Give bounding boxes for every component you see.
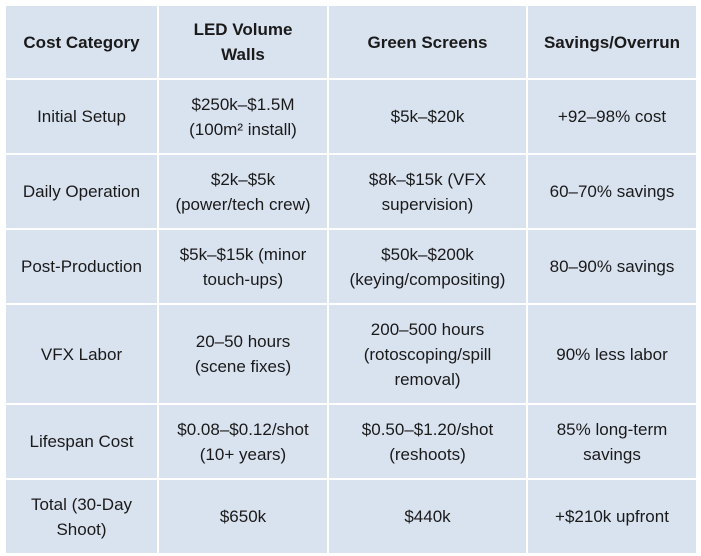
savings-cell: 80–90% savings	[526, 228, 698, 305]
savings-cell: 90% less labor	[526, 303, 698, 405]
cell-text-line: +92–98% cost	[557, 107, 667, 126]
cell-text-line: 200–500 hours	[370, 319, 485, 339]
table-row: Lifespan Cost $0.08–$0.12/shot (10+ years…	[4, 403, 698, 480]
led-cost-cell: $2k–$5k (power/tech crew)	[157, 153, 329, 230]
cell-text-line: Daily Operation	[22, 182, 141, 201]
category-cell: Lifespan Cost	[4, 403, 159, 480]
green-screen-cost-cell: $8k–$15k (VFX supervision)	[327, 153, 528, 230]
cell-text-line: $8k–$15k (VFX	[368, 169, 487, 189]
green-screen-cost-cell: $5k–$20k	[327, 78, 528, 155]
header-cell: Savings/Overrun	[526, 4, 698, 80]
category-cell: Post-Production	[4, 228, 159, 305]
green-screen-cost-cell: $440k	[327, 478, 528, 555]
cell-text-line: (power/tech crew)	[175, 194, 311, 214]
cell-text-line: 85% long-term	[556, 419, 668, 439]
header-cell: Green Screens	[327, 4, 528, 80]
cell-text-line: Green Screens	[367, 32, 488, 52]
cell-text-line: $2k–$5k	[210, 169, 276, 189]
savings-cell: 60–70% savings	[526, 153, 698, 230]
led-cost-cell: $0.08–$0.12/shot (10+ years)	[157, 403, 329, 480]
cell-text-line: (100m² install)	[189, 119, 297, 139]
cell-text-line: $5k–$15k (minor	[179, 244, 307, 264]
category-cell: Total (30-Day Shoot)	[4, 478, 159, 555]
green-screen-cost-cell: $0.50–$1.20/shot (reshoots)	[327, 403, 528, 480]
cell-text-line: LED Volume	[193, 20, 293, 39]
table-row: Total (30-Day Shoot) $650k $440k +$210k u…	[4, 478, 698, 555]
cell-text-line: (scene fixes)	[194, 357, 292, 376]
green-screen-cost-cell: $50k–$200k (keying/compositing)	[327, 228, 528, 305]
cell-text-line: $650k	[219, 507, 267, 526]
category-cell: VFX Labor	[4, 303, 159, 405]
cell-text-line: Walls	[221, 45, 265, 64]
table-row: Post-Production $5k–$15k (minor touch-ups…	[4, 228, 698, 305]
cell-text-line: (reshoots)	[389, 444, 466, 464]
savings-cell: +92–98% cost	[526, 78, 698, 155]
led-cost-cell: 20–50 hours (scene fixes)	[157, 303, 329, 405]
cell-text-line: (rotoscoping/spill	[363, 344, 492, 364]
led-cost-cell: $650k	[157, 478, 329, 555]
cell-text-line: Initial Setup	[37, 107, 126, 126]
cell-text-line: (keying/compositing)	[349, 269, 506, 289]
cell-text-line: Savings/Overrun	[543, 32, 681, 52]
cell-text-line: $0.08–$0.12/shot	[177, 419, 309, 439]
cell-text-line: 20–50 hours	[195, 332, 291, 351]
cell-text-line: $5k–$20k	[390, 107, 465, 126]
table-row: Initial Setup $250k–$1.5M (100m² install)…	[4, 78, 698, 155]
cell-text-line: Shoot)	[56, 519, 107, 539]
header-row: Cost Category LED Volume Walls Green Scre…	[4, 4, 698, 80]
led-cost-cell: $250k–$1.5M (100m² install)	[157, 78, 329, 155]
cell-text-line: VFX Labor	[40, 344, 123, 364]
table-body: Initial Setup $250k–$1.5M (100m² install)…	[4, 78, 698, 555]
cell-text-line: Cost Category	[23, 32, 140, 52]
green-screen-cost-cell: 200–500 hours (rotoscoping/spill removal)	[327, 303, 528, 405]
cost-comparison-table: Cost Category LED Volume Walls Green Scre…	[4, 4, 698, 555]
cell-text-line: $250k–$1.5M	[191, 94, 295, 114]
cell-text-line: 90% less labor	[556, 344, 668, 364]
cell-text-line: $440k	[404, 507, 451, 526]
cell-text-line: (10+ years)	[199, 444, 287, 464]
cell-text-line: Post-Production	[21, 257, 142, 276]
cell-text-line: supervision)	[381, 194, 474, 214]
cell-text-line: $50k–$200k	[381, 244, 474, 264]
cell-text-line: +$210k upfront	[555, 507, 669, 526]
table-row: Daily Operation $2k–$5k (power/tech crew)…	[4, 153, 698, 230]
savings-cell: +$210k upfront	[526, 478, 698, 555]
header-cell: Cost Category	[4, 4, 159, 80]
category-cell: Daily Operation	[4, 153, 159, 230]
cell-text-line: $0.50–$1.20/shot	[361, 419, 494, 439]
savings-cell: 85% long-term savings	[526, 403, 698, 480]
table-row: VFX Labor 20–50 hours (scene fixes) 200–5…	[4, 303, 698, 405]
cell-text-line: 60–70% savings	[549, 182, 675, 201]
cell-text-line: touch-ups)	[202, 269, 284, 289]
header-cell: LED Volume Walls	[157, 4, 329, 80]
cell-text-line: 80–90% savings	[549, 257, 675, 276]
category-cell: Initial Setup	[4, 78, 159, 155]
cell-text-line: savings	[583, 444, 641, 464]
led-cost-cell: $5k–$15k (minor touch-ups)	[157, 228, 329, 305]
cell-text-line: removal)	[394, 369, 461, 389]
cell-text-line: Lifespan Cost	[29, 432, 134, 451]
cell-text-line: Total (30-Day	[30, 494, 133, 514]
